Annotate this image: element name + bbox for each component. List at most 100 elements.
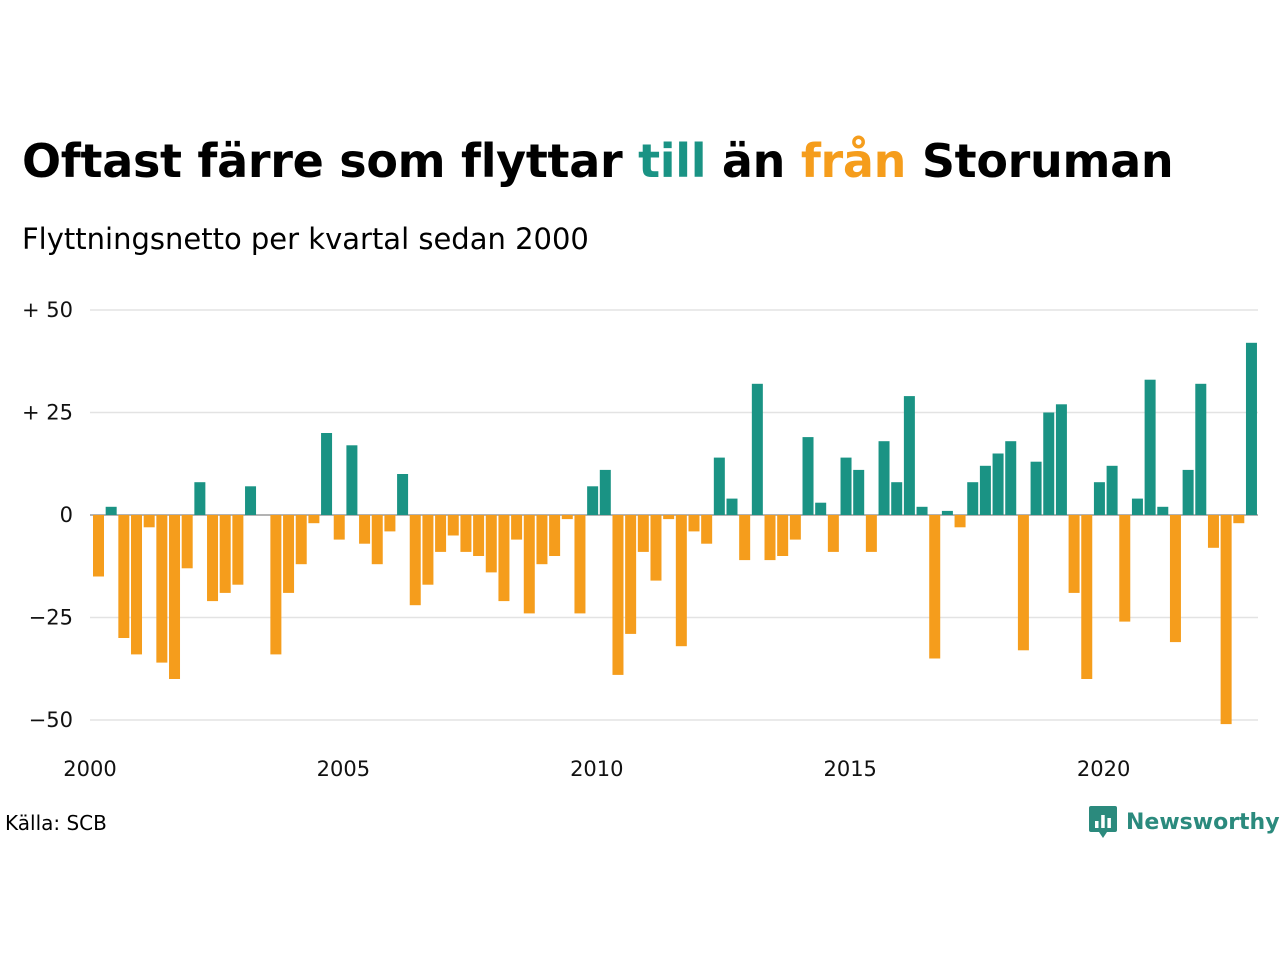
bar bbox=[764, 515, 776, 561]
bar bbox=[346, 445, 358, 515]
bar bbox=[473, 515, 485, 556]
bar bbox=[599, 469, 611, 515]
bar bbox=[650, 515, 662, 581]
bar bbox=[422, 515, 434, 585]
bar bbox=[929, 515, 941, 659]
title-part: Storuman bbox=[906, 134, 1174, 188]
bar bbox=[954, 515, 966, 528]
newsworthy-chart-bubble-icon bbox=[1089, 806, 1117, 838]
bar bbox=[131, 515, 143, 655]
bar bbox=[840, 457, 852, 515]
bar bbox=[701, 515, 713, 544]
brand-name: Newsworthy bbox=[1126, 809, 1280, 835]
bar bbox=[777, 515, 789, 556]
x-axis-labels: 2000 2005 2010 2015 2020 bbox=[63, 757, 1130, 781]
title-part: Oftast färre som flyttar bbox=[22, 134, 639, 188]
bar bbox=[1093, 482, 1105, 515]
bar bbox=[93, 515, 104, 577]
bar bbox=[1207, 515, 1219, 548]
bar bbox=[1182, 469, 1194, 515]
bar bbox=[283, 515, 295, 593]
bar bbox=[194, 482, 206, 515]
source-note: Källa: SCB bbox=[5, 811, 107, 835]
y-axis-labels: + 50 + 25 0 −25 −50 bbox=[22, 298, 73, 732]
brand-logo: Newsworthy bbox=[1088, 804, 1280, 840]
bar bbox=[308, 515, 320, 524]
bar bbox=[460, 515, 472, 552]
bar bbox=[1131, 498, 1143, 515]
bar bbox=[447, 515, 459, 536]
bar bbox=[713, 457, 725, 515]
bar bbox=[118, 515, 130, 638]
bar bbox=[156, 515, 168, 663]
bar bbox=[726, 498, 738, 515]
bar bbox=[1055, 404, 1067, 515]
bar bbox=[1017, 515, 1029, 651]
y-tick-label: + 25 bbox=[22, 401, 73, 425]
bar bbox=[397, 474, 409, 515]
x-tick-label: 2010 bbox=[570, 757, 623, 781]
bar bbox=[245, 486, 257, 515]
bar bbox=[1106, 465, 1118, 515]
bar bbox=[574, 515, 586, 614]
bar bbox=[384, 515, 396, 532]
title-highlight-out: från bbox=[800, 134, 907, 188]
bar bbox=[637, 515, 649, 552]
bar bbox=[979, 465, 991, 515]
bar bbox=[992, 453, 1004, 515]
bar bbox=[1220, 515, 1232, 725]
bar bbox=[409, 515, 421, 606]
bar bbox=[1245, 342, 1257, 515]
bar bbox=[891, 482, 903, 515]
bar bbox=[105, 506, 117, 515]
bars bbox=[93, 342, 1257, 725]
bar bbox=[270, 515, 282, 655]
bar bbox=[232, 515, 244, 585]
bar bbox=[739, 515, 751, 561]
bar bbox=[903, 396, 915, 515]
bar bbox=[1005, 441, 1017, 515]
bar bbox=[1081, 515, 1093, 679]
bar bbox=[549, 515, 561, 556]
bar bbox=[295, 515, 307, 565]
y-tick-label: + 50 bbox=[22, 298, 73, 322]
bar bbox=[536, 515, 548, 565]
bar bbox=[802, 437, 814, 515]
bar bbox=[612, 515, 624, 675]
chart-subtitle: Flyttningsnetto per kvartal sedan 2000 bbox=[22, 222, 589, 256]
bar bbox=[1195, 383, 1207, 515]
y-tick-label: 0 bbox=[60, 503, 73, 527]
x-tick-label: 2000 bbox=[63, 757, 116, 781]
bar bbox=[561, 515, 573, 520]
bar bbox=[1030, 461, 1042, 515]
bar bbox=[1144, 379, 1156, 515]
bar bbox=[321, 433, 333, 515]
y-tick-label: −25 bbox=[29, 606, 73, 630]
title-highlight-in: till bbox=[638, 134, 707, 188]
bar bbox=[169, 515, 181, 679]
bar bbox=[789, 515, 801, 540]
bar bbox=[1157, 506, 1169, 515]
bar bbox=[143, 515, 155, 528]
bar bbox=[485, 515, 497, 573]
bar bbox=[523, 515, 535, 614]
bar bbox=[359, 515, 371, 544]
x-tick-label: 2020 bbox=[1077, 757, 1130, 781]
bar bbox=[333, 515, 345, 540]
bar bbox=[916, 506, 928, 515]
bar bbox=[1169, 515, 1181, 643]
bar bbox=[219, 515, 231, 593]
bar bbox=[207, 515, 219, 602]
y-tick-label: −50 bbox=[29, 708, 73, 732]
bar bbox=[435, 515, 447, 552]
x-tick-label: 2015 bbox=[823, 757, 876, 781]
bar bbox=[688, 515, 700, 532]
bar bbox=[751, 383, 763, 515]
bar bbox=[1043, 412, 1055, 515]
bar bbox=[181, 515, 193, 569]
bar bbox=[815, 502, 827, 515]
bar bbox=[878, 441, 890, 515]
title-part: än bbox=[706, 134, 801, 188]
bar bbox=[371, 515, 383, 565]
bar bbox=[498, 515, 510, 602]
